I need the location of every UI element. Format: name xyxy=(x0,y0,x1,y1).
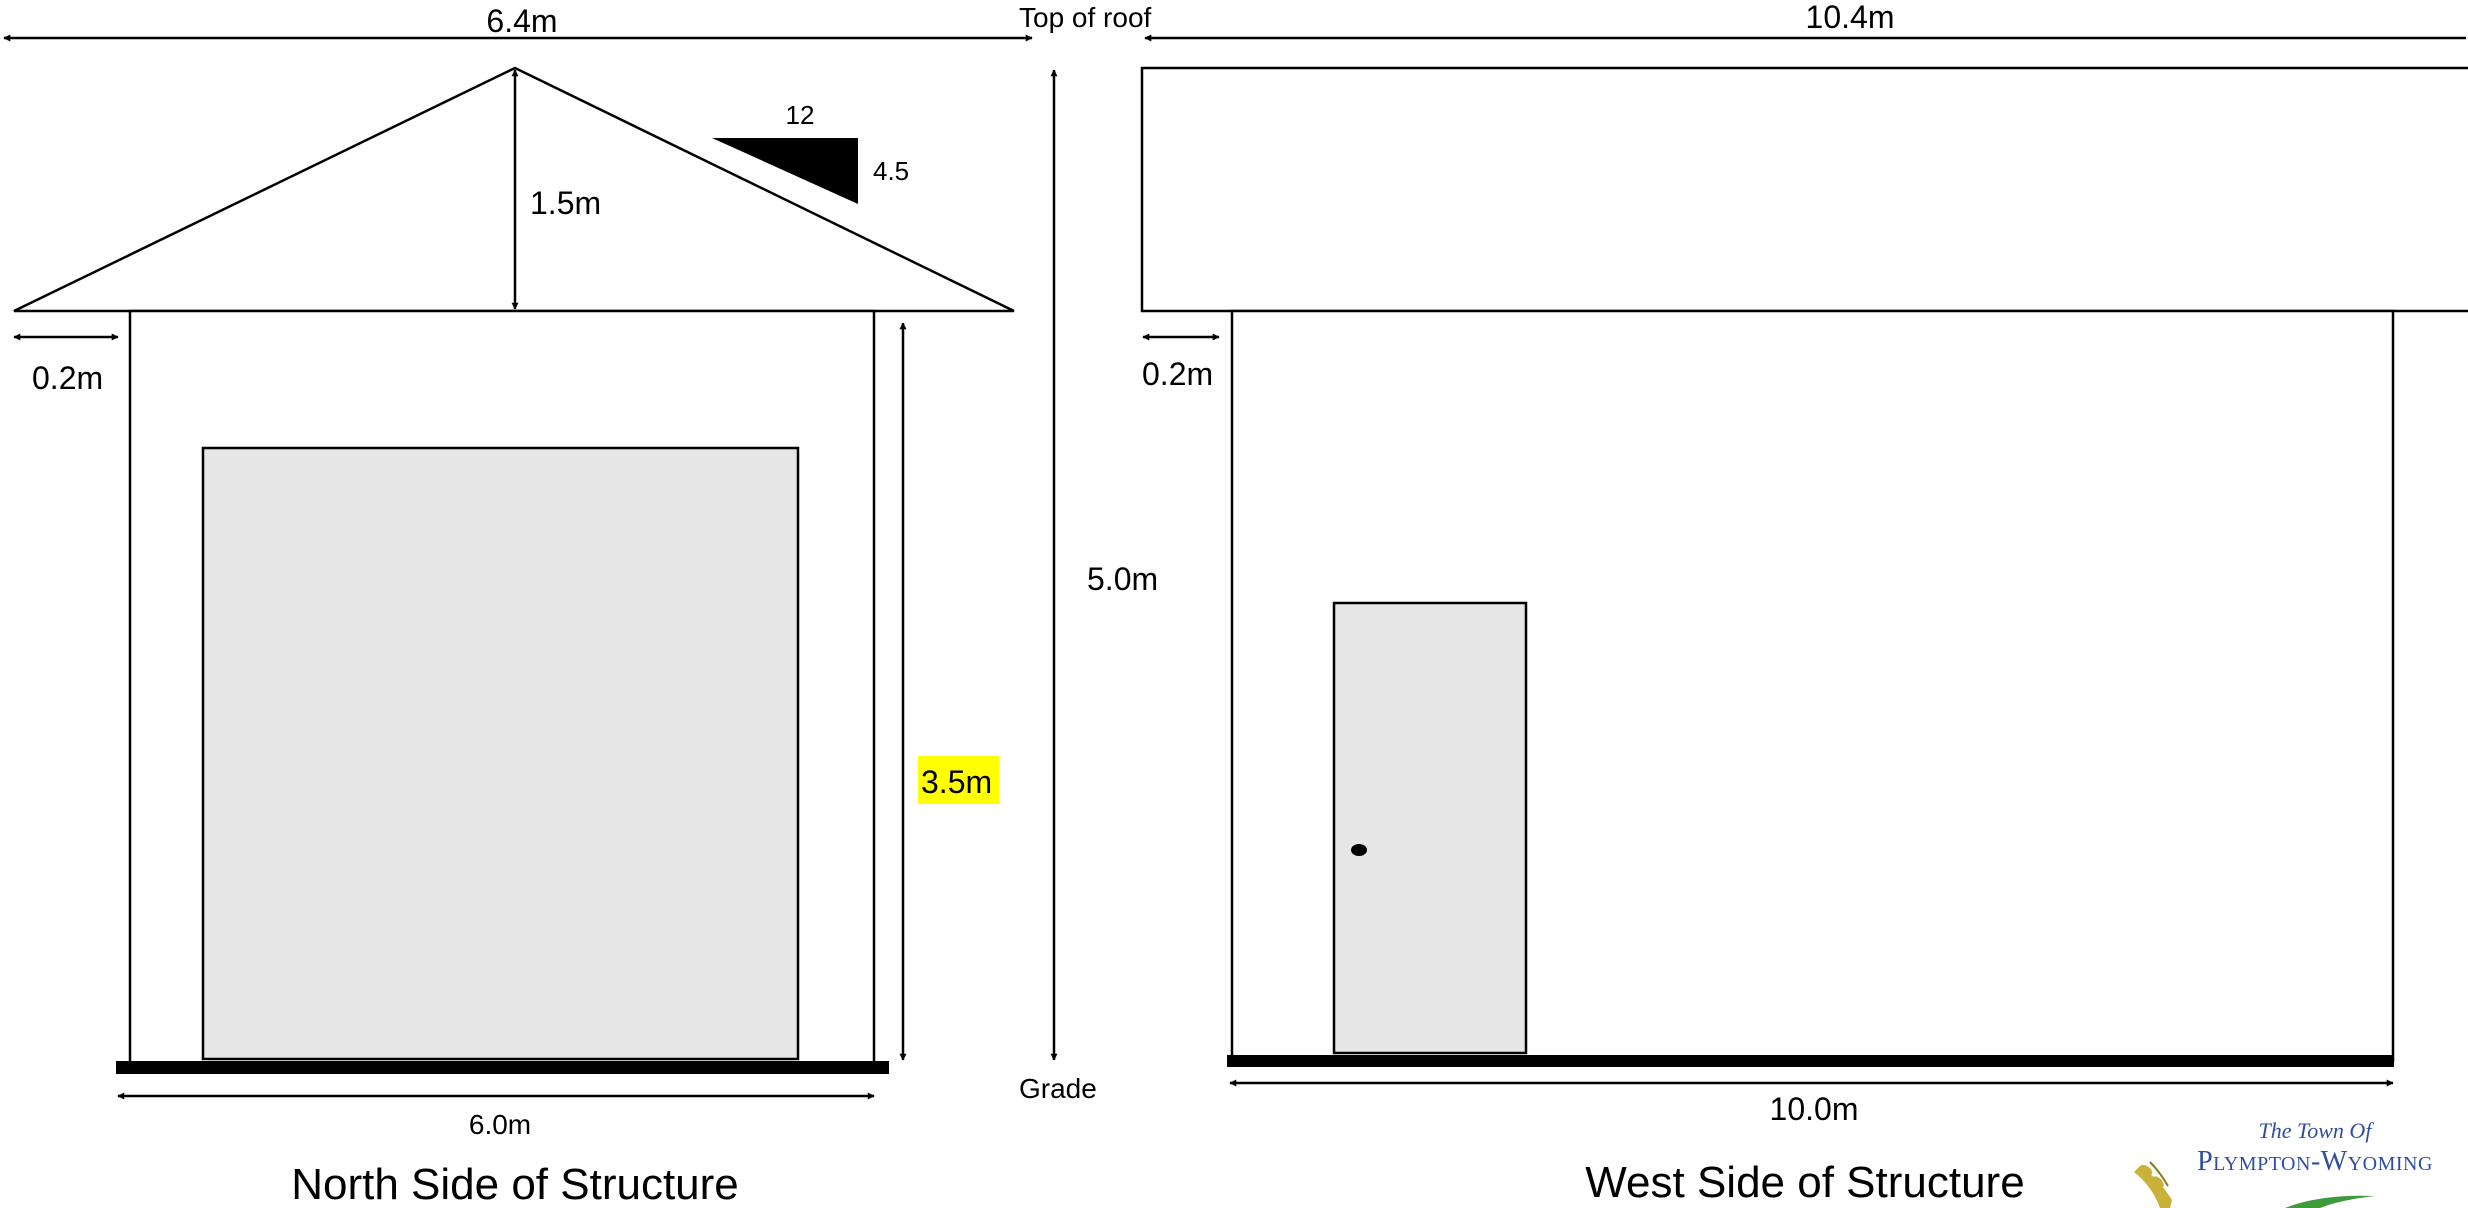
wheat-icon xyxy=(2134,1161,2172,1208)
door-knob xyxy=(1351,844,1367,856)
slope-rise-label: 4.5 xyxy=(873,156,909,186)
north-caption: North Side of Structure xyxy=(291,1160,739,1208)
west-elevation: 10.4m 0.2m 10.0m West Side of Structure xyxy=(1140,0,2468,1207)
grade-label: Grade xyxy=(1019,1073,1097,1104)
town-logo: The Town Of Plympton-Wyoming xyxy=(2134,1118,2433,1208)
west-overall-width-label: 10.4m xyxy=(1806,0,1895,35)
roof-height-label: 1.5m xyxy=(530,185,601,221)
top-of-roof-label: Top of roof xyxy=(1019,2,1152,33)
man-door xyxy=(1332,601,1528,1055)
total-height-label: 5.0m xyxy=(1087,561,1158,597)
west-wall-width-label: 10.0m xyxy=(1770,1091,1859,1127)
logo-line1: The Town Of xyxy=(2259,1118,2375,1143)
west-overhang-label: 0.2m xyxy=(1142,356,1213,392)
green-field-icon xyxy=(2285,1195,2375,1208)
west-roof xyxy=(1140,66,2468,313)
west-grade-line xyxy=(1227,1055,2394,1067)
north-overall-width-label: 6.4m xyxy=(486,3,557,39)
logo-line2: Plympton-Wyoming xyxy=(2197,1146,2433,1177)
north-overhang-label: 0.2m xyxy=(32,360,103,396)
garage-door xyxy=(201,446,800,1061)
west-caption: West Side of Structure xyxy=(1585,1158,2024,1207)
total-height-group: Top of roof 5.0m Grade xyxy=(1019,2,1158,1104)
door-height-highlight xyxy=(918,756,999,804)
north-elevation: 6.4m 1.5m 12 4.5 0.2m 3.5m 6.0m North Si… xyxy=(3,3,1033,1208)
slope-run-label: 12 xyxy=(786,100,815,130)
door-height-label: 3.5m xyxy=(921,764,992,800)
north-grade-line xyxy=(116,1061,889,1074)
north-wall-width-label: 6.0m xyxy=(469,1109,531,1140)
roof-slope-triangle xyxy=(712,138,858,204)
